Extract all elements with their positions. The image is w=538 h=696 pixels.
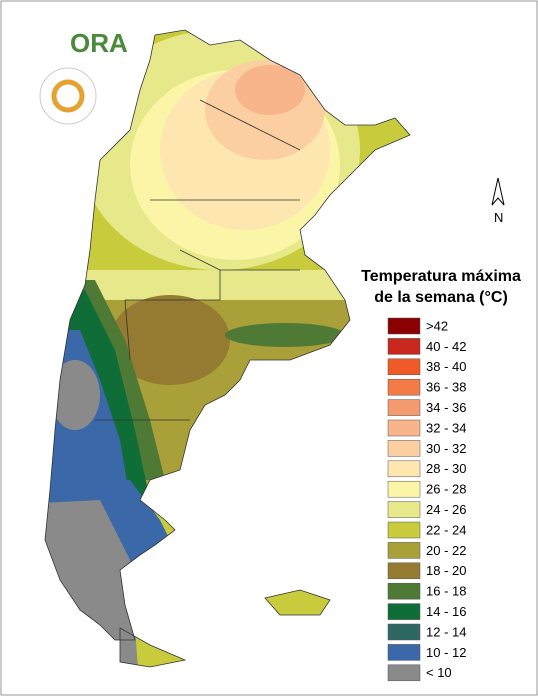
legend-label: 18 - 20 <box>426 563 466 578</box>
legend-swatch <box>387 644 421 661</box>
zone <box>235 65 305 115</box>
outline <box>44 29 411 641</box>
legend-swatch <box>387 603 421 620</box>
legend-swatch <box>387 480 421 498</box>
legend-swatch <box>387 378 421 396</box>
islands <box>119 589 331 668</box>
logo-text: ORA <box>70 28 128 58</box>
legend-swatch <box>387 664 421 682</box>
legend-swatch <box>387 582 421 600</box>
legend-swatch <box>387 338 421 355</box>
logo-emblem <box>39 67 97 125</box>
legend-swatch <box>387 358 421 376</box>
legend-label: 16 - 18 <box>426 584 466 599</box>
legend-label: 30 - 32 <box>426 441 466 456</box>
legend-swatch <box>387 440 421 457</box>
borders <box>44 29 411 668</box>
legend-swatch <box>387 419 421 437</box>
legend-label: 14 - 16 <box>426 604 466 619</box>
legend-swatch <box>387 460 421 478</box>
province-lines <box>95 99 301 421</box>
north-label: N <box>494 210 503 225</box>
legend-label: >42 <box>426 318 448 333</box>
legend-swatch <box>387 521 421 539</box>
legend-swatch <box>387 542 421 559</box>
legend-swatch <box>387 399 421 416</box>
legend-title: Temperatura máxima <box>361 268 521 285</box>
legend-label: 40 - 42 <box>426 339 466 354</box>
legend-swatch <box>387 317 421 335</box>
legend-swatch <box>387 501 421 518</box>
legend-label: 28 - 30 <box>426 461 466 476</box>
legend-label: 36 - 38 <box>426 380 466 395</box>
legend-label: 34 - 36 <box>426 400 466 415</box>
zone <box>110 295 230 385</box>
legend-title: de la semana (°C) <box>374 289 508 306</box>
legend-label: 38 - 40 <box>426 359 466 374</box>
logo-emblem <box>51 79 85 113</box>
legend: >42 40 - 42 38 - 40 36 - 38 34 - 36 32 - 34 30… <box>387 317 466 682</box>
legend-label: 32 - 34 <box>426 420 466 435</box>
north-arrow <box>491 177 505 206</box>
legend-label: 20 - 22 <box>426 543 466 558</box>
legend-label: 10 - 12 <box>426 645 466 660</box>
legend-label: 26 - 28 <box>426 482 466 497</box>
zone <box>225 323 345 347</box>
legend-label: < 10 <box>426 665 452 680</box>
legend-swatch <box>387 562 421 580</box>
legend-label: 22 - 24 <box>426 522 466 537</box>
legend-swatch <box>387 623 421 641</box>
zone <box>50 360 100 430</box>
legend-label: 24 - 26 <box>426 502 466 517</box>
legend-label: 12 - 14 <box>426 624 466 639</box>
